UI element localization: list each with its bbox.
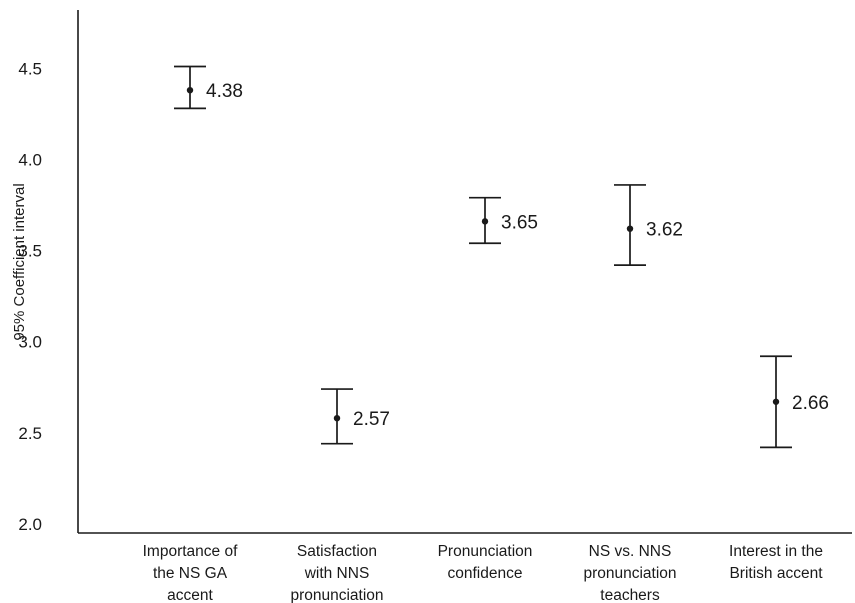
mean-point [626, 225, 634, 232]
y-tick-label: 2.0 [18, 515, 42, 534]
mean-point [772, 398, 780, 405]
y-tick-label: 2.5 [18, 424, 42, 443]
mean-value-label: 2.57 [353, 409, 390, 430]
y-tick-label: 3.5 [18, 242, 42, 261]
mean-value-label: 3.62 [646, 220, 683, 241]
x-category-label: Interest in the [729, 543, 823, 560]
x-category-label: confidence [448, 565, 523, 582]
x-category-label: Importance of [143, 543, 238, 560]
x-category-label: pronunciation [583, 565, 676, 582]
mean-value-label: 3.65 [501, 212, 538, 233]
y-tick-label: 4.0 [18, 150, 42, 169]
x-category-label: Satisfaction [297, 543, 377, 560]
mean-value-label: 4.38 [206, 81, 243, 102]
x-category-label: the NS GA [153, 565, 228, 582]
x-category-label: teachers [600, 587, 660, 603]
x-category-label: Pronunciation [438, 543, 533, 560]
x-category-label: NS vs. NNS [589, 543, 672, 560]
x-category-label: British accent [729, 565, 823, 582]
mean-point [186, 86, 194, 94]
mean-value-label: 2.66 [792, 393, 829, 414]
x-category-label: accent [167, 587, 213, 603]
y-tick-label: 3.0 [18, 333, 42, 352]
x-category-label: with NNS [304, 565, 370, 582]
x-category-label: pronunciation [290, 587, 383, 603]
mean-point [333, 414, 341, 422]
y-tick-label: 4.5 [18, 59, 42, 78]
y-axis-title: 95% Coefficient interval [11, 183, 28, 340]
mean-point [481, 218, 489, 225]
